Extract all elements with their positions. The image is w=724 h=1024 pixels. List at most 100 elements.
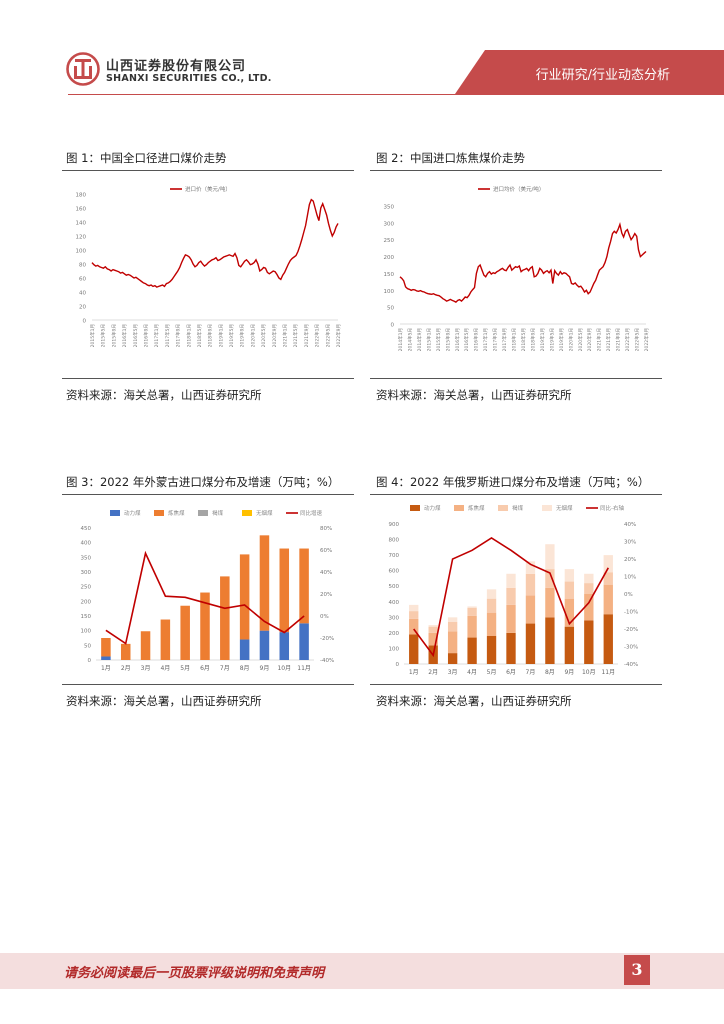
shanxi-securities-logo-icon [66,52,100,86]
x-tick-label: 6月 [506,669,516,676]
x-tick-label: 2020年9月 [271,324,278,347]
bar-segment [409,634,419,664]
legend-label: 褐煤 [212,509,224,517]
bar-segment [428,626,438,633]
x-tick-label: 2015年5月 [435,328,442,351]
bar-segment [506,604,516,633]
bar-segment [409,618,419,635]
growth-line [105,550,305,645]
y2-tick-label: -40% [624,662,638,668]
figure-2-title: 图 2：中国进口炼焦煤价走势 [376,151,525,165]
legend-swatch [242,510,252,516]
legend-label: 同比-右轴 [600,504,624,512]
y-tick-label: 300 [81,570,92,576]
y2-tick-label: 60% [320,548,332,554]
page-number: 3 [624,955,650,985]
figure-3-title: 图 3：2022 年外蒙古进口煤分布及增速（万吨；%） [66,475,340,489]
bar-segment [447,653,458,664]
x-tick-label: 2月 [121,665,131,672]
x-tick-label: 2022年5月 [324,324,331,347]
x-tick-label: 9月 [260,665,270,672]
bar-segment [486,589,497,599]
x-tick-label: 7月 [526,669,536,676]
legend-label: 炼焦煤 [468,504,485,512]
x-tick-label: 8月 [545,669,555,676]
legend-swatch [110,510,120,516]
y-tick-label: 700 [389,553,400,559]
y2-tick-label: 20% [320,592,332,598]
y-tick-label: 400 [389,600,400,606]
y-tick-label: 200 [384,255,395,261]
x-tick-label: 11月 [297,665,311,672]
legend-swatch [454,505,464,511]
y-tick-label: 100 [384,289,395,295]
bar-segment [467,637,477,664]
x-tick-label: 2016年5月 [132,324,139,347]
figure-2-top-rule [370,170,662,171]
bar-segment [564,581,575,599]
y-tick-label: 0 [396,662,400,668]
x-tick-label: 2018年9月 [207,324,214,347]
x-tick-label: 3月 [448,669,458,676]
x-tick-label: 2019年1月 [217,324,224,347]
y2-tick-label: 20% [624,557,636,563]
y-tick-label: 160 [76,207,87,213]
x-tick-label: 5月 [487,669,497,676]
x-tick-label: 2015年5月 [100,324,107,347]
x-tick-label: 2022年9月 [643,328,650,351]
x-tick-label: 2017年9月 [175,324,182,347]
y2-tick-label: -20% [320,636,334,642]
y-tick-label: 300 [389,615,400,621]
y2-tick-label: 80% [320,526,332,532]
y-tick-label: 900 [389,522,400,528]
x-tick-label: 11月 [601,669,615,676]
footer-bar [0,953,724,989]
figure-4-chart: 0 100 200 300 400 500 600 700 800 900 40% 30% 20% 10%… [389,504,639,676]
legend-label: 动力煤 [124,509,141,517]
figure-2-source: 资料来源：海关总署，山西证券研究所 [376,388,572,402]
bar-segment [603,555,613,573]
figure-1-title: 图 1：中国全口径进口煤价走势 [66,151,227,165]
page-header: 山西证券股份有限公司 SHANXI SECURITIES CO., LTD. 行… [0,0,724,96]
company-name-en: SHANXI SECURITIES CO., LTD. [106,73,272,84]
y2-tick-label: 40% [624,522,636,528]
bar-segment [564,598,575,627]
y-tick-label: 40 [79,291,86,297]
x-tick-label: 2014年5月 [406,328,413,351]
x-tick-label: 2021年1月 [282,324,289,347]
bar-segment [220,576,230,660]
figure-1-top-rule [62,170,354,171]
figure-1-bottom-rule [62,378,354,379]
y2-tick-label: 30% [624,540,636,546]
bar-segment [299,623,309,660]
x-tick-label: 2020年9月 [586,328,593,351]
x-tick-label: 2018年1月 [511,328,518,351]
x-tick-label: 2019年1月 [539,328,546,351]
y-tick-label: 350 [81,555,92,561]
section-banner [455,50,724,94]
x-tick-label: 2015年1月 [425,328,432,351]
bar-segment [279,548,290,633]
legend-label: 进口价（美元/吨） [185,185,231,193]
bar-segment [299,548,309,624]
x-tick-label: 2018年5月 [520,328,527,351]
bar-segment [259,630,270,660]
bar-segment [140,631,151,660]
x-tick-label: 2015年9月 [444,328,451,351]
x-tick-label: 2017年1月 [153,324,160,347]
x-tick-label: 2021年5月 [605,328,612,351]
x-tick-label: 1月 [101,665,111,672]
bar-segment [239,639,250,660]
bar-segment [525,573,536,596]
x-tick-label: 2019年5月 [548,328,555,351]
figure-3-chart: 0 50 100 150 200 250 300 350 400 450 80% 60% 40% 20% 0… [81,509,335,672]
figure-3-bottom-rule [62,684,354,685]
y-tick-label: 250 [384,238,395,244]
header-rule [68,94,724,95]
legend-label: 炼焦煤 [168,509,185,517]
figure-3-source: 资料来源：海关总署，山西证券研究所 [66,694,262,708]
figure-3-top-rule [62,494,354,495]
y-tick-label: 0 [88,658,92,664]
y-tick-label: 100 [76,249,87,255]
bar-segment [545,617,555,664]
